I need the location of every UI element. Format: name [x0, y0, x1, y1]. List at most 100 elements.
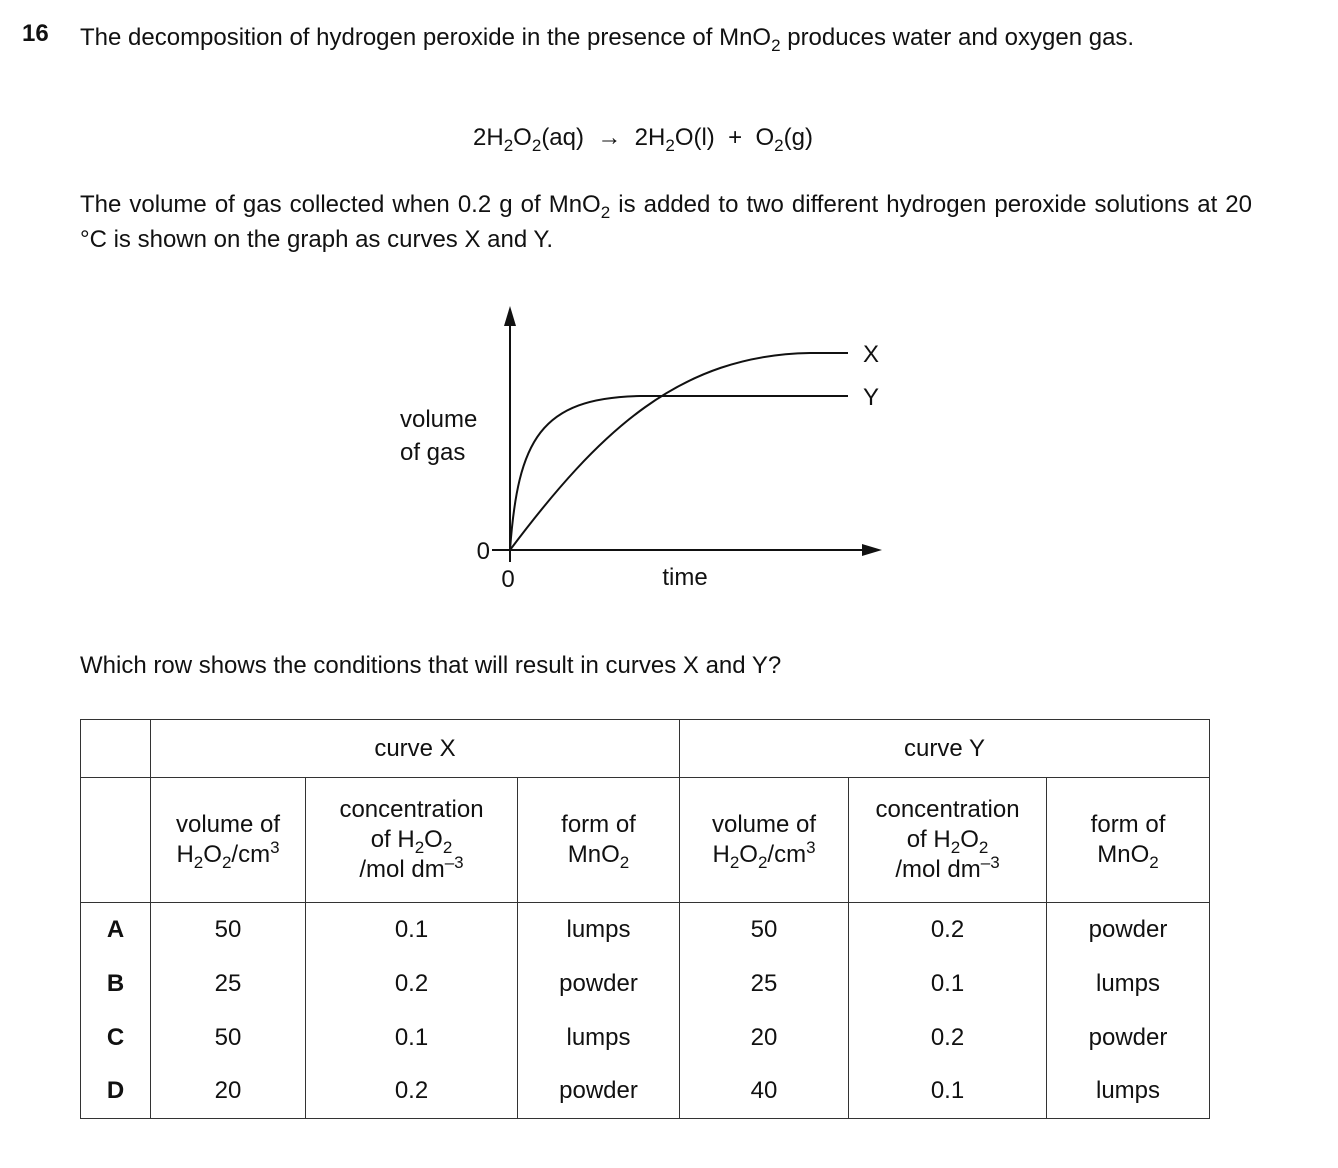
- row: D 20 0.2 powder 40 0.1 lumps: [80, 1064, 1211, 1119]
- text-run: O: [424, 826, 443, 853]
- y-label: of gas: [400, 439, 465, 466]
- cell: lumps: [516, 1010, 681, 1065]
- column-row: volume of H2O2/cm3 concentration of H2O2/mo…: [80, 777, 1211, 903]
- cell: 0.2: [848, 1010, 1048, 1065]
- subscript: 2: [503, 136, 514, 155]
- subscript: 2: [665, 136, 675, 155]
- curve-label: Y: [863, 384, 879, 411]
- y-origin: 0: [477, 538, 490, 565]
- header-line: MnO2: [1047, 840, 1209, 872]
- subscript: 2: [774, 136, 784, 155]
- text-run: H: [712, 841, 730, 868]
- cell: 0.2: [848, 902, 1048, 957]
- subscript: 2: [221, 853, 232, 872]
- subscript: 2: [1149, 853, 1159, 872]
- text-run: The decomposition of hydrogen peroxide i…: [80, 24, 772, 51]
- cell: 20: [679, 1010, 850, 1065]
- column-header: concentration of H2O2/mol dm–3: [305, 777, 518, 903]
- column-header: concentration of H2O2/mol dm–3: [848, 777, 1048, 903]
- text-run: /mol dm: [895, 856, 981, 883]
- cell: lumps: [1046, 956, 1211, 1011]
- curve-x: [509, 352, 848, 551]
- cell: 0.1: [305, 902, 518, 957]
- cell: 25: [150, 956, 306, 1011]
- cell: 0.1: [848, 1064, 1048, 1119]
- text-run: /cm: [231, 841, 271, 868]
- header-line: of H2O2: [306, 825, 517, 857]
- subscript: 2: [757, 853, 768, 872]
- superscript: 3: [806, 838, 816, 857]
- text-run: 2H: [473, 124, 504, 151]
- text-run: The volume of gas collected when 0.2 g o…: [80, 191, 601, 218]
- row-letter: A: [80, 902, 151, 957]
- cell: 50: [150, 902, 306, 957]
- row: A 50 0.1 lumps 50 0.2 powder: [80, 902, 1211, 957]
- curve-y: [509, 395, 848, 551]
- row: B 25 0.2 powder 25 0.1 lumps: [80, 956, 1211, 1011]
- subscript: 2: [729, 853, 740, 872]
- question-number: 16: [22, 20, 49, 47]
- text-run: /mol dm: [359, 856, 445, 883]
- text-run: MnO: [1097, 841, 1150, 868]
- subscript: 2: [193, 853, 204, 872]
- question-intro: The decomposition of hydrogen peroxide i…: [80, 20, 1252, 55]
- cell: 25: [679, 956, 850, 1011]
- row: C 50 0.1 lumps 20 0.2 powder: [80, 1010, 1211, 1065]
- y-arrow: [504, 306, 516, 326]
- header-line: concentration: [306, 795, 517, 825]
- text-run: (aq) → 2H: [541, 124, 666, 151]
- subscript: 2: [600, 203, 611, 222]
- text-run: is added to two different hydrogen perox…: [80, 191, 1252, 253]
- superscript: –3: [980, 853, 1000, 872]
- text-run: O: [960, 826, 979, 853]
- cell: lumps: [1046, 1064, 1211, 1119]
- header-line: MnO2: [518, 840, 679, 872]
- text-run: O: [513, 124, 532, 151]
- text-run: of H: [906, 826, 951, 853]
- question-prompt: Which row shows the conditions that will…: [80, 652, 782, 679]
- cell: 50: [150, 1010, 306, 1065]
- text-run: H: [176, 841, 194, 868]
- subscript: 2: [442, 838, 453, 857]
- header-line: of H2O2: [849, 825, 1046, 857]
- cell: 0.1: [848, 956, 1048, 1011]
- y-label: volume: [400, 406, 477, 433]
- header-line: form of: [1047, 810, 1209, 840]
- text-run: (g): [783, 124, 813, 151]
- text-run: produces water and oxygen gas.: [780, 24, 1135, 51]
- header-line: H2O2/cm3: [151, 838, 305, 872]
- cell: powder: [516, 956, 681, 1011]
- cell: lumps: [516, 902, 681, 957]
- subscript: 2: [531, 136, 542, 155]
- superscript: –3: [444, 853, 464, 872]
- row-letter: C: [80, 1010, 151, 1065]
- cell: 0.2: [305, 1064, 518, 1119]
- curve-label: X: [863, 341, 879, 368]
- text-run: form of: [1090, 811, 1166, 838]
- cell: 0.1: [305, 1010, 518, 1065]
- row-letter: D: [80, 1064, 151, 1119]
- cell: powder: [1046, 902, 1211, 957]
- superscript: 3: [270, 838, 280, 857]
- text-run: concentration: [875, 796, 1020, 823]
- cell: [80, 719, 151, 778]
- header-line: H2O2/cm3: [680, 838, 848, 872]
- header-line: /mol dm–3: [306, 853, 517, 885]
- header-line: /mol dm–3: [849, 853, 1046, 885]
- cell: 20: [150, 1064, 306, 1119]
- subscript: 2: [619, 853, 630, 872]
- subscript: 2: [771, 36, 781, 55]
- question-context: The volume of gas collected when 0.2 g o…: [80, 187, 1252, 257]
- cell: 0.2: [305, 956, 518, 1011]
- header-line: volume of: [680, 810, 848, 840]
- row-letter: B: [80, 956, 151, 1011]
- column-header: volume of H2O2/cm3: [679, 777, 850, 903]
- equation: 2H2O2(aq) → 2H2O(l) + O2(g): [0, 124, 1286, 155]
- text-run: of H: [370, 826, 415, 853]
- cell: [80, 777, 151, 903]
- group-header: curve Y: [679, 719, 1211, 778]
- text-run: concentration: [339, 796, 484, 823]
- text-run: volume of: [711, 811, 817, 838]
- subscript: 2: [978, 838, 989, 857]
